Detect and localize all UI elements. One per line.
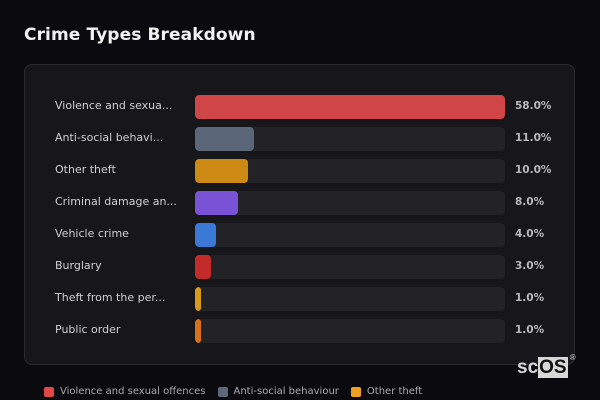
bar-fill xyxy=(195,159,249,183)
bar-row: Public order 1.0% xyxy=(25,319,574,343)
bar-value: 1.0% xyxy=(515,292,545,304)
bar-value: 58.0% xyxy=(515,100,552,112)
bar-value: 10.0% xyxy=(515,164,552,176)
bar-fill xyxy=(195,319,201,343)
legend-item[interactable]: Other theft xyxy=(350,386,422,397)
legend-item[interactable]: Violence and sexual offences xyxy=(44,386,206,397)
bar-track xyxy=(195,319,505,343)
bar-track xyxy=(195,223,505,247)
bar-track xyxy=(195,255,505,279)
legend-item[interactable]: Anti-social behaviour xyxy=(217,386,339,397)
page-title: Crime Types Breakdown xyxy=(24,25,256,45)
bar-row: Other theft 10.0% xyxy=(25,159,574,183)
legend-swatch xyxy=(217,386,228,397)
bar-value: 3.0% xyxy=(515,260,545,272)
bar-label: Criminal damage an... xyxy=(55,195,177,208)
bar-fill xyxy=(195,255,212,279)
bar-track xyxy=(195,127,505,151)
bar-label: Violence and sexua... xyxy=(55,99,173,112)
bar-label: Vehicle crime xyxy=(55,227,129,240)
bar-value: 4.0% xyxy=(515,228,545,240)
bar-row: Burglary 3.0% xyxy=(25,255,574,279)
legend-swatch xyxy=(350,386,361,397)
bar-row: Theft from the per... 1.0% xyxy=(25,287,574,311)
bar-value: 1.0% xyxy=(515,324,545,336)
bar-row: Criminal damage an... 8.0% xyxy=(25,191,574,215)
legend-swatch xyxy=(44,386,54,397)
bar-value: 8.0% xyxy=(515,196,545,208)
bar-label: Anti-social behavi... xyxy=(55,131,164,144)
bar-track xyxy=(195,159,505,183)
bar-label: Other theft xyxy=(55,163,116,176)
bar-track xyxy=(195,191,505,215)
bar-row: Violence and sexua... 58.0% xyxy=(25,95,574,119)
chart-legend: Violence and sexual offences Anti-social… xyxy=(44,386,422,397)
bar-label: Burglary xyxy=(55,259,102,272)
bar-track xyxy=(195,95,505,119)
bar-fill xyxy=(195,191,238,215)
bar-fill xyxy=(195,223,217,247)
bar-label: Theft from the per... xyxy=(55,291,166,304)
bar-row: Vehicle crime 4.0% xyxy=(25,223,574,247)
bar-fill xyxy=(195,95,505,119)
bar-label: Public order xyxy=(55,323,121,336)
bar-fill xyxy=(195,287,201,311)
bar-value: 11.0% xyxy=(515,132,552,144)
bar-track xyxy=(195,287,505,311)
bar-fill xyxy=(195,127,254,151)
scos-logo: scOS ® xyxy=(517,353,576,378)
chart-card: Violence and sexua... 58.0% Anti-social … xyxy=(24,64,575,365)
bar-row: Anti-social behavi... 11.0% xyxy=(25,127,574,151)
